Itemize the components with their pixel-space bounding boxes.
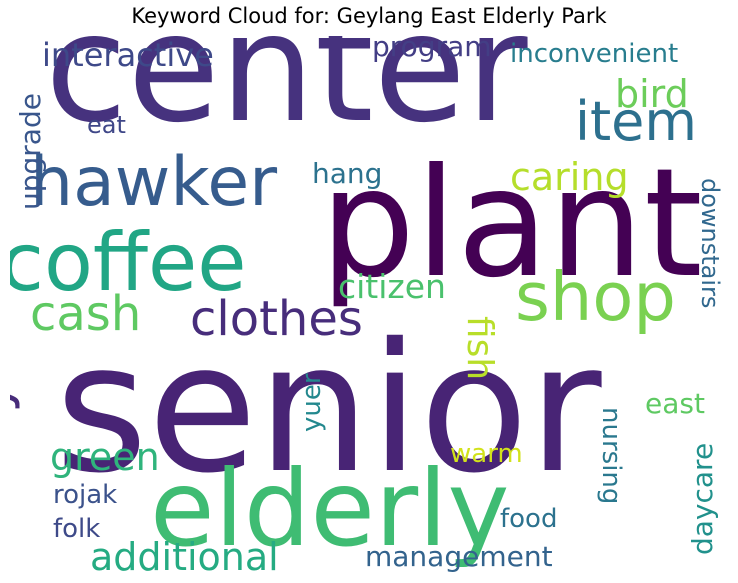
word-clothes: clothes	[190, 291, 363, 347]
word-management: management	[365, 540, 553, 573]
word-cash: cash	[30, 286, 141, 342]
word-fish: fish	[459, 316, 500, 380]
word-coffee: coffee	[10, 216, 246, 309]
word-downstairs: downstairs	[696, 178, 724, 308]
word-yuer: yuer	[297, 373, 327, 432]
word-hang: hang	[312, 157, 382, 190]
word-additional: additional	[90, 535, 279, 576]
word-interactive: interactive	[42, 36, 214, 74]
word-east: east	[645, 387, 705, 420]
word-elderly: elderly	[150, 448, 510, 570]
word-item: item	[575, 90, 697, 153]
word-center: center	[45, 36, 528, 156]
word-program: program	[372, 36, 492, 63]
word-citizen: citizen	[338, 267, 446, 306]
word-caring: caring	[510, 155, 629, 199]
word-eat: eat	[87, 111, 126, 139]
word-bird: bird	[615, 72, 689, 116]
word-green: green	[50, 435, 160, 479]
word-plant: plant	[320, 137, 703, 311]
word-nursing: nursing	[596, 407, 626, 504]
word-inconvenient: inconvenient	[510, 39, 678, 69]
word-food: food	[500, 504, 557, 534]
chart-title: Keyword Cloud for: Geylang East Elderly …	[131, 4, 607, 28]
word-senior: senior	[55, 305, 602, 512]
word-shop: shop	[515, 258, 676, 336]
word-upgrade: upgrade	[14, 93, 47, 210]
word-folk: folk	[53, 514, 100, 544]
word-daycare: daycare	[686, 443, 719, 555]
word-rojak: rojak	[53, 480, 117, 510]
word-hawker: hawker	[30, 143, 277, 222]
word-warm: warm	[450, 439, 523, 469]
word-family: family	[10, 380, 21, 550]
